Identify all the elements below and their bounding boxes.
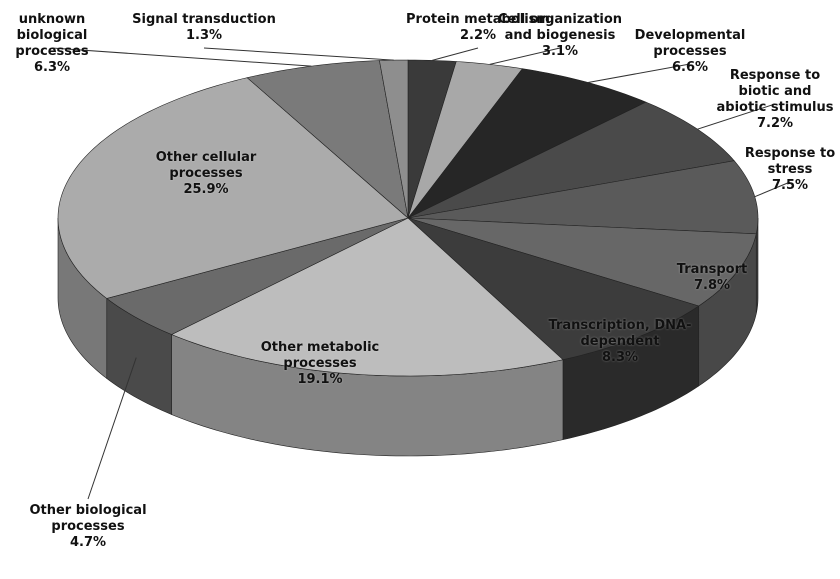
leader-line [432,47,479,61]
percent-label: 6.3% [33,60,71,75]
leader-line [203,47,394,61]
slice-label: Protein metabolism 2.2% [403,12,553,44]
category-name: Transport [676,262,748,277]
leader-line [87,357,137,500]
percent-label: 2.2% [459,28,497,43]
percent-label: 25.9% [183,182,229,197]
slice [106,217,409,335]
percent-label: 7.5% [771,178,809,193]
category-name: Protein metabolism [406,12,550,27]
leader-line [754,181,791,198]
slice-label: Other metabolic processes 19.1% [240,340,400,388]
percent-label: 7.2% [756,116,794,131]
slice [57,77,409,299]
percent-label: 6.6% [671,60,709,75]
category-name: Other cellular processes [155,150,257,181]
category-name: Other biological processes [29,503,147,534]
slice [407,101,735,219]
slice-label: Other biological processes 4.7% [13,503,163,551]
leader-line [697,103,776,130]
category-name: Signal transduction [132,12,276,27]
slice [407,68,647,219]
slice [170,217,564,377]
slice-label: Signal transduction 1.3% [124,12,284,44]
category-name: Response to biotic and abiotic stimulus [716,68,834,115]
slice-label: Transcription, DNA-dependent 8.3% [545,318,695,366]
category-name: Developmental processes [634,28,746,59]
percent-label: 4.7% [69,535,107,550]
percent-label: 8.3% [601,350,639,365]
slice-label: unknown biological processes 6.3% [0,12,104,76]
category-name: unknown biological processes [15,12,89,59]
slice-label: Response to stress 7.5% [740,146,840,194]
category-name: Other metabolic processes [260,340,380,371]
slice [407,217,700,360]
slice-label: Response to biotic and abiotic stimulus 7… [715,68,835,132]
slice [407,160,759,235]
percent-label: 19.1% [297,372,343,387]
percent-label: 1.3% [185,28,223,43]
slice [407,217,757,307]
slice-label: Cell organization and biogenesis 3.1% [495,12,625,60]
percent-label: 3.1% [541,44,579,59]
slice-label: Developmental processes 6.6% [630,28,750,76]
slice-label: Transport 7.8% [652,262,772,294]
leader-line [51,47,312,67]
slice-label: Other cellular processes 25.9% [136,150,276,198]
category-name: Response to stress [744,146,836,177]
category-name: Cell organization and biogenesis [497,12,623,43]
slice [379,59,409,219]
leader-line [587,63,691,84]
category-name: Transcription, DNA-dependent [548,318,692,349]
leader-line [489,47,561,65]
percent-label: 7.8% [693,278,731,293]
